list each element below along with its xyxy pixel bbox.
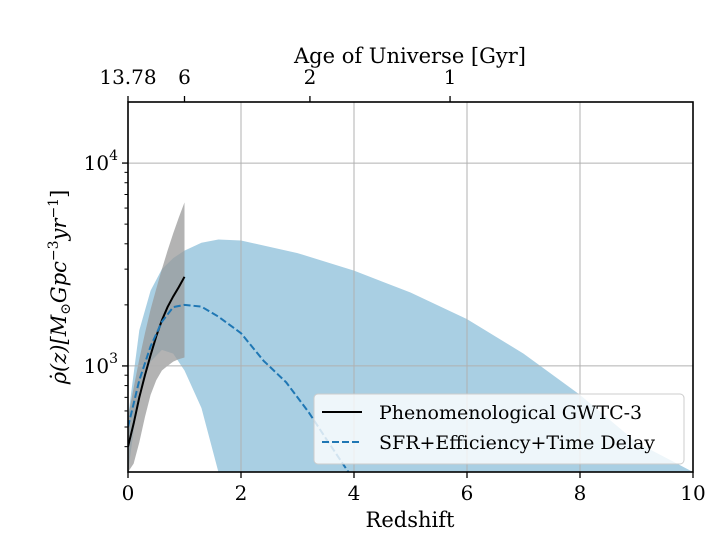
y-tick-label-0: 103 — [84, 351, 118, 378]
axes-layer — [127, 101, 694, 473]
y-tick-label-1: 104 — [84, 148, 118, 175]
x-tick-label-0: 0 — [122, 481, 135, 505]
top-tick-label-1: 6 — [178, 65, 191, 89]
legend-box — [313, 393, 685, 465]
legend-label-sfr: SFR+Efficiency+Time Delay — [379, 432, 655, 454]
x-tick-label-4: 8 — [574, 481, 587, 505]
x-tick-label-1: 2 — [235, 481, 248, 505]
top-axis-title: Age of Universe [Gyr] — [293, 44, 526, 68]
series-line-1 — [128, 303, 350, 472]
x-tick-label-2: 4 — [348, 481, 361, 505]
x-axis-title: Redshift — [366, 508, 455, 532]
lines-layer — [128, 276, 350, 472]
top-tick-label-0: 13.78 — [99, 65, 156, 89]
plot-frame — [127, 101, 694, 473]
x-tick-label-5: 10 — [680, 481, 705, 505]
top-tick-label-3: 1 — [444, 65, 457, 89]
ticks-layer: 0 2 4 6 8 10 103 104 13.78 6 2 1 — [84, 65, 706, 505]
legend: Phenomenological GWTC-3 SFR+Efficiency+T… — [313, 393, 685, 465]
top-tick-label-2: 2 — [304, 65, 317, 89]
x-tick-label-3: 6 — [461, 481, 474, 505]
y-axis-title: ρ̇(z)[M⊙Gpc−3yr−1] — [46, 190, 74, 386]
legend-label-phenomenological: Phenomenological GWTC-3 — [379, 402, 642, 424]
